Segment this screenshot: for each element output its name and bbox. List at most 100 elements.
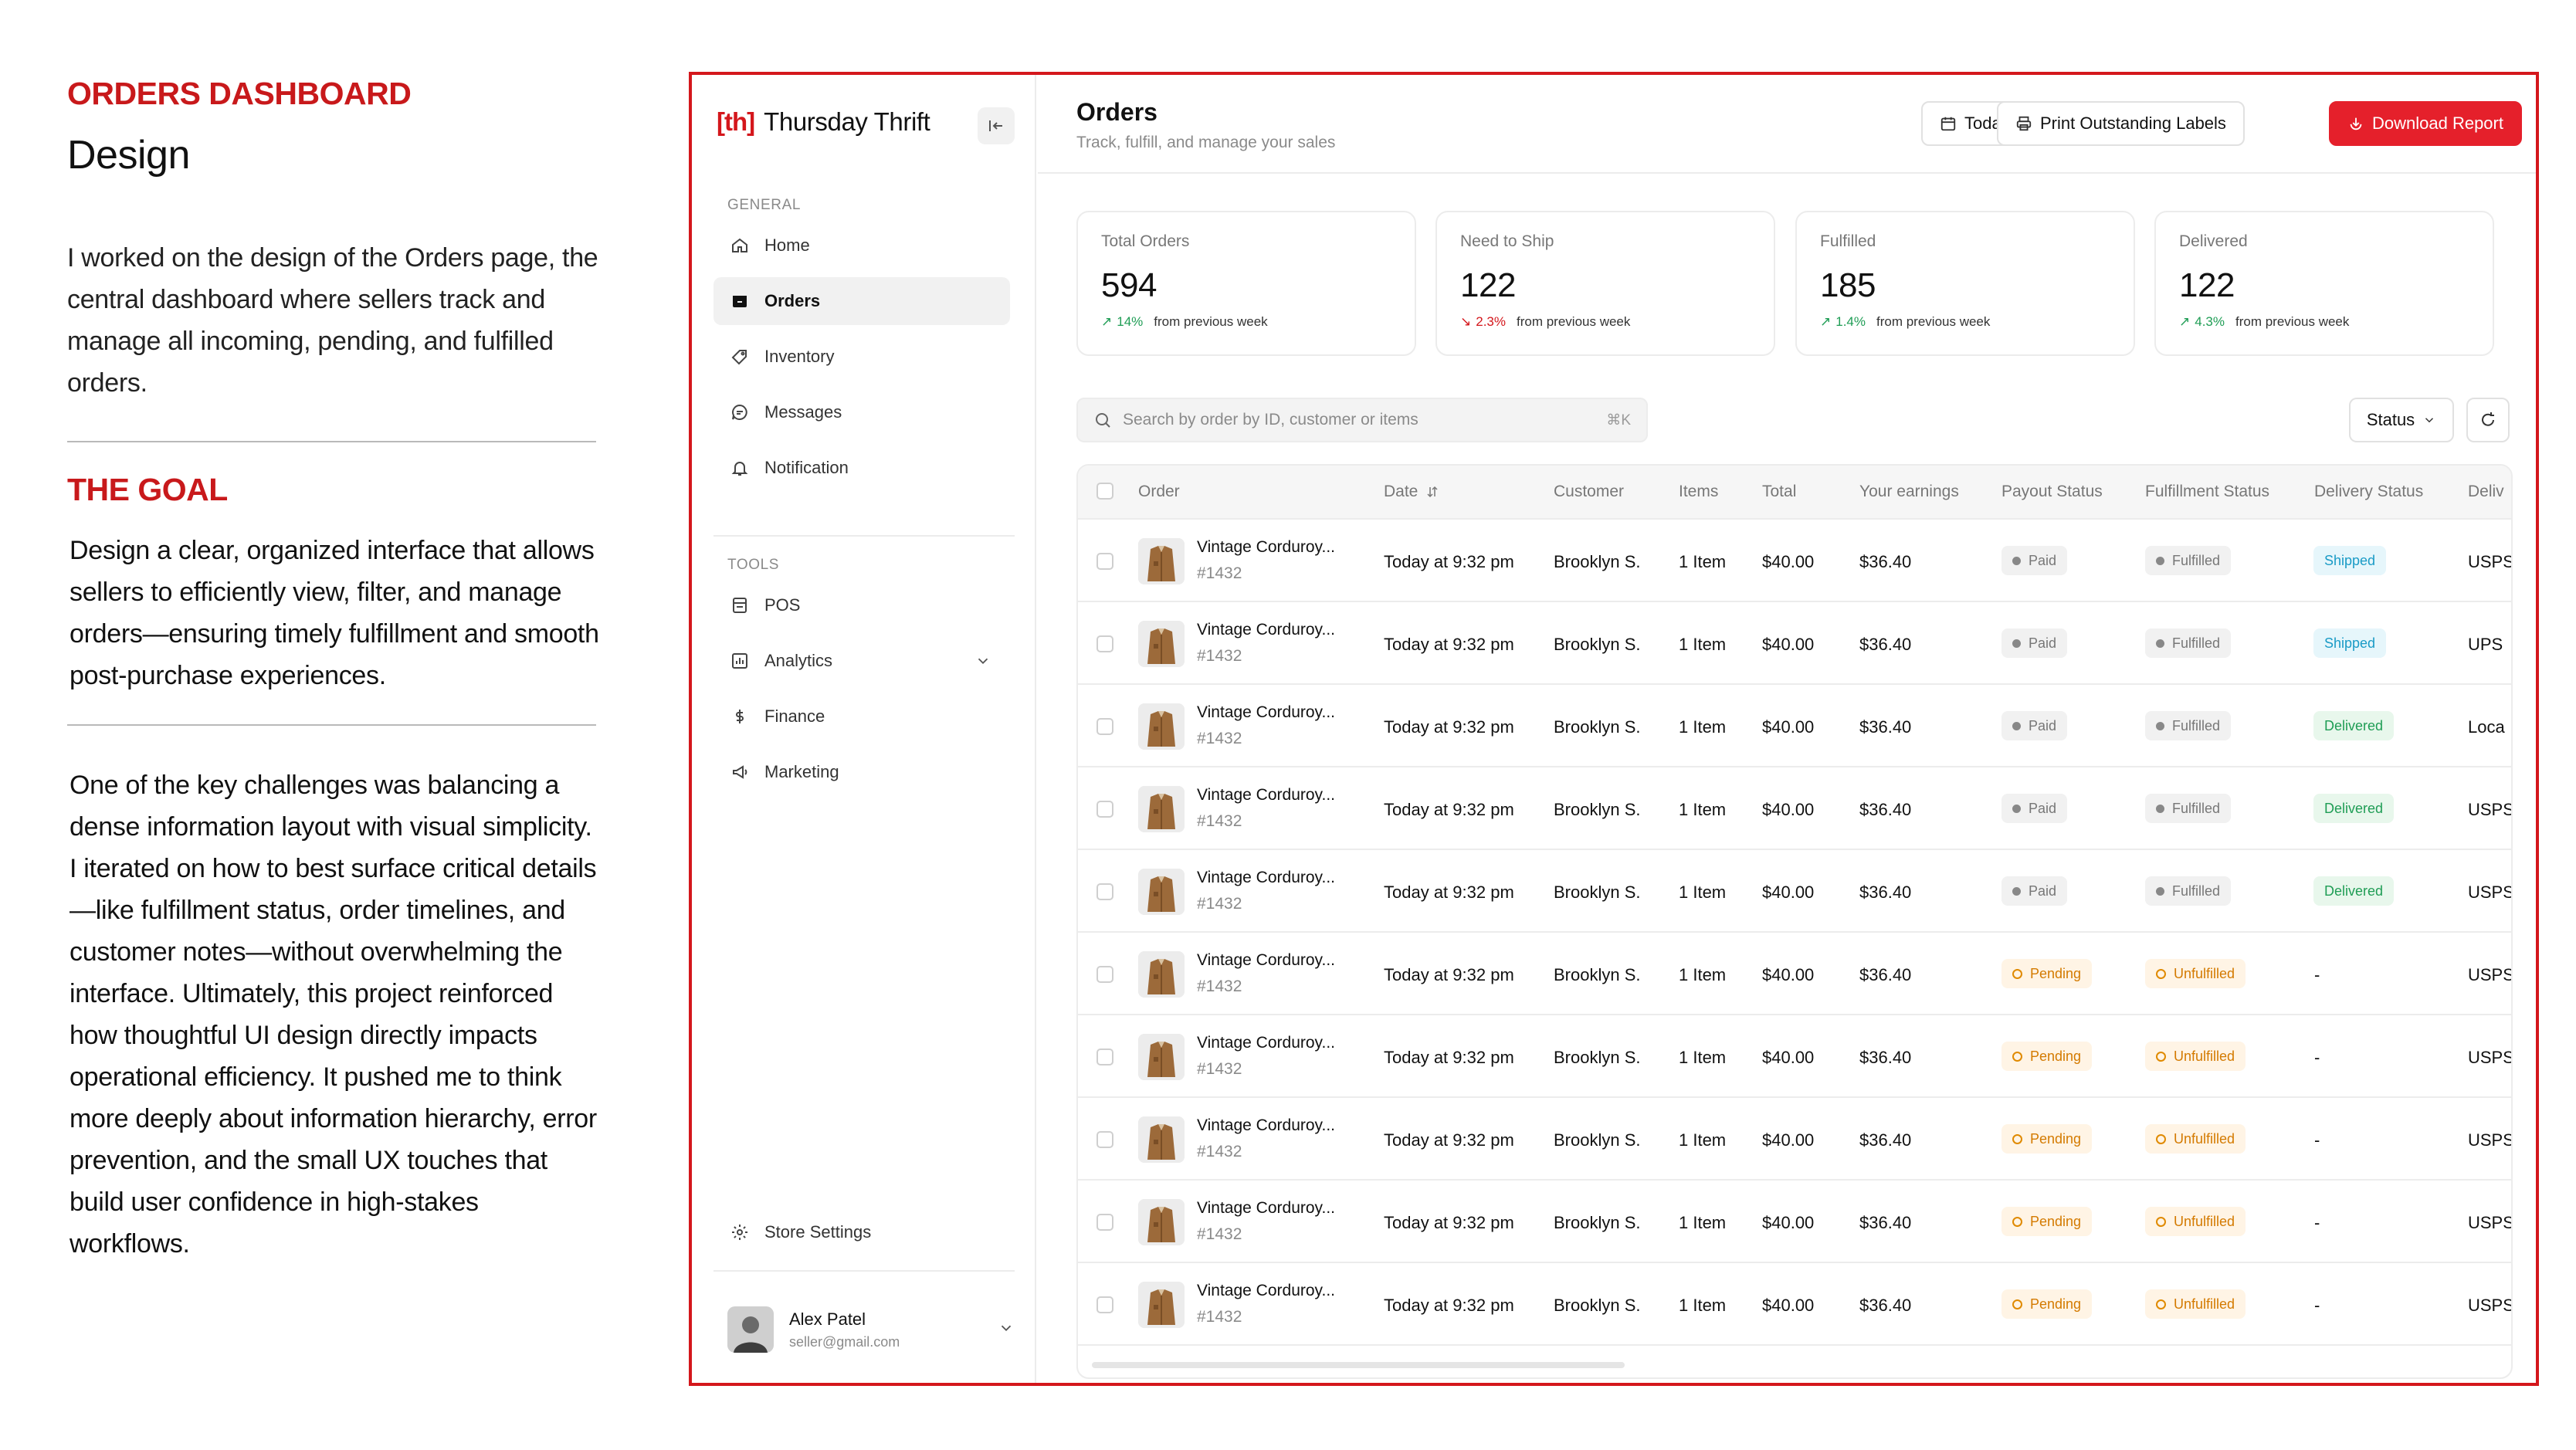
product-name[interactable]: Vintage Corduroy... xyxy=(1197,538,1335,556)
stat-value: 122 xyxy=(2179,266,2235,304)
sidebar-divider xyxy=(713,1270,1015,1272)
table-row[interactable]: Vintage Corduroy... #1432 Today at 9:32 … xyxy=(1078,1015,2511,1098)
sidebar-item-messages[interactable]: Messages xyxy=(713,388,1010,436)
order-id: #1432 xyxy=(1197,1060,1242,1078)
status-dot-icon xyxy=(2012,886,2021,896)
order-date: Today at 9:32 pm xyxy=(1384,800,1514,819)
table-row[interactable]: Vintage Corduroy... #1432 Today at 9:32 … xyxy=(1078,767,2511,850)
column-header-payout-status[interactable]: Payout Status xyxy=(2001,483,2103,500)
row-checkbox[interactable] xyxy=(1096,1131,1113,1148)
sidebar-item-pos[interactable]: POS xyxy=(713,581,1010,629)
product-name[interactable]: Vintage Corduroy... xyxy=(1197,1282,1335,1299)
table-row[interactable]: Vintage Corduroy... #1432 Today at 9:32 … xyxy=(1078,1181,2511,1263)
brand[interactable]: [th] Thursday Thrift xyxy=(717,107,930,137)
stat-delta-percent: 4.3% xyxy=(2195,314,2225,329)
fulfillment-status-badge: Fulfilled xyxy=(2145,546,2232,575)
refresh-button[interactable] xyxy=(2466,398,2510,442)
row-checkbox[interactable] xyxy=(1096,1049,1113,1065)
row-checkbox[interactable] xyxy=(1096,635,1113,652)
column-header-delivery-carrier[interactable]: Deliv xyxy=(2468,483,2504,500)
search-icon xyxy=(1093,411,1112,429)
badge-label: Paid xyxy=(2029,635,2057,651)
sidebar-item-notification[interactable]: Notification xyxy=(713,444,1010,492)
sidebar-item-store-settings[interactable]: Store Settings xyxy=(713,1208,1010,1256)
column-header-order[interactable]: Order xyxy=(1138,483,1180,500)
select-all-checkbox[interactable] xyxy=(1096,483,1113,500)
item-count: 1 Item xyxy=(1679,800,1727,819)
payout-status-badge: Pending xyxy=(2001,1124,2093,1154)
row-checkbox[interactable] xyxy=(1096,1214,1113,1231)
payout-status-badge: Paid xyxy=(2001,546,2068,575)
chevron-down-icon[interactable] xyxy=(998,1320,1015,1340)
delivery-status-empty: - xyxy=(2314,965,2320,984)
horizontal-scrollbar[interactable] xyxy=(1092,1362,1625,1368)
column-header-total[interactable]: Total xyxy=(1762,483,1797,500)
order-total: $40.00 xyxy=(1762,883,1815,902)
product-name[interactable]: Vintage Corduroy... xyxy=(1197,1116,1335,1134)
customer-name: Brooklyn S. xyxy=(1554,965,1641,984)
download-icon xyxy=(2347,115,2364,132)
status-dot-icon xyxy=(2156,804,2164,813)
item-count: 1 Item xyxy=(1679,717,1727,737)
download-report-button[interactable]: Download Report xyxy=(2329,101,2522,146)
column-header-customer[interactable]: Customer xyxy=(1554,483,1625,500)
product-name[interactable]: Vintage Corduroy... xyxy=(1197,786,1335,804)
row-checkbox[interactable] xyxy=(1096,553,1113,570)
badge-label: Unfulfilled xyxy=(2174,1296,2235,1312)
product-name[interactable]: Vintage Corduroy... xyxy=(1197,1199,1335,1217)
table-row[interactable]: Vintage Corduroy... #1432 Today at 9:32 … xyxy=(1078,602,2511,685)
column-header-delivery-status[interactable]: Delivery Status xyxy=(2314,483,2424,500)
product-name[interactable]: Vintage Corduroy... xyxy=(1197,703,1335,721)
collapse-sidebar-button[interactable] xyxy=(978,107,1015,144)
row-checkbox[interactable] xyxy=(1096,883,1113,900)
column-header-date[interactable]: Date xyxy=(1384,483,1439,501)
table-row[interactable]: Vintage Corduroy... #1432 Today at 9:32 … xyxy=(1078,933,2511,1015)
chevron-down-icon[interactable] xyxy=(974,652,991,674)
status-ring-icon xyxy=(2156,968,2166,979)
row-checkbox[interactable] xyxy=(1096,1296,1113,1313)
stat-delta-note: from previous week xyxy=(1154,314,1268,329)
column-header-items[interactable]: Items xyxy=(1679,483,1719,500)
table-row[interactable]: Vintage Corduroy... #1432 Today at 9:32 … xyxy=(1078,850,2511,933)
product-name[interactable]: Vintage Corduroy... xyxy=(1197,1034,1335,1052)
user-menu[interactable]: Alex Patel seller@gmail.com xyxy=(727,1303,1015,1357)
print-labels-button[interactable]: Print Outstanding Labels xyxy=(1997,101,2245,146)
product-name[interactable]: Vintage Corduroy... xyxy=(1197,621,1335,639)
table-row[interactable]: Vintage Corduroy... #1432 Today at 9:32 … xyxy=(1078,520,2511,602)
customer-name: Brooklyn S. xyxy=(1554,1048,1641,1067)
sidebar-item-finance[interactable]: Finance xyxy=(713,693,1010,740)
sidebar-item-marketing[interactable]: Marketing xyxy=(713,748,1010,796)
case-study-panel: ORDERS DASHBOARD Design I worked on the … xyxy=(67,76,600,1265)
trend-up-icon: ↗ xyxy=(1820,314,1832,329)
status-ring-icon xyxy=(2156,1216,2166,1227)
badge-label: Unfulfilled xyxy=(2174,1048,2235,1064)
sidebar-item-analytics[interactable]: Analytics xyxy=(713,637,1010,685)
sidebar-item-home[interactable]: Home xyxy=(713,222,1010,269)
table-row[interactable]: Vintage Corduroy... #1432 Today at 9:32 … xyxy=(1078,685,2511,767)
row-checkbox[interactable] xyxy=(1096,801,1113,818)
customer-name: Brooklyn S. xyxy=(1554,1213,1641,1232)
fulfillment-status-badge: Unfulfilled xyxy=(2145,1207,2246,1236)
column-header-fulfillment-status[interactable]: Fulfillment Status xyxy=(2145,483,2270,500)
status-filter-button[interactable]: Status xyxy=(2349,398,2454,442)
table-row[interactable]: Vintage Corduroy... #1432 Today at 9:32 … xyxy=(1078,1263,2511,1346)
main-content: Orders Track, fulfill, and manage your s… xyxy=(1038,75,2536,1383)
product-name[interactable]: Vintage Corduroy... xyxy=(1197,869,1335,886)
column-header-earnings[interactable]: Your earnings xyxy=(1859,483,1959,500)
refresh-icon xyxy=(2482,412,2494,426)
sidebar-item-label: Store Settings xyxy=(764,1222,872,1242)
item-count: 1 Item xyxy=(1679,1213,1727,1232)
search-input[interactable]: Search by order by ID, customer or items… xyxy=(1076,398,1648,442)
table-row[interactable]: Vintage Corduroy... #1432 Today at 9:32 … xyxy=(1078,1098,2511,1181)
status-dot-icon xyxy=(2012,804,2021,813)
badge-label: Fulfilled xyxy=(2172,717,2221,733)
row-checkbox[interactable] xyxy=(1096,966,1113,983)
status-dot-icon xyxy=(2156,886,2164,896)
product-name[interactable]: Vintage Corduroy... xyxy=(1197,951,1335,969)
sidebar-item-inventory[interactable]: Inventory xyxy=(713,333,1010,381)
badge-label: Unfulfilled xyxy=(2174,1213,2235,1229)
sidebar-item-orders[interactable]: Orders xyxy=(713,277,1010,325)
payout-status-badge: Paid xyxy=(2001,876,2068,906)
order-earnings: $36.40 xyxy=(1859,883,1912,902)
row-checkbox[interactable] xyxy=(1096,718,1113,735)
